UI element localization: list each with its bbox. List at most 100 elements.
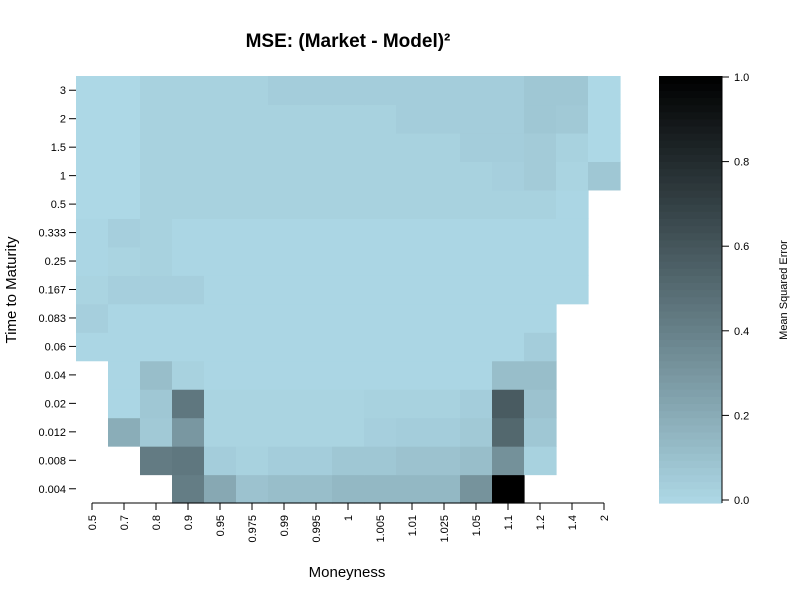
heatmap-cell <box>204 161 237 191</box>
heatmap-cell <box>524 389 557 419</box>
heatmap-cell <box>140 161 173 191</box>
heatmap-cell <box>108 332 141 362</box>
heatmap-cell <box>492 446 525 476</box>
heatmap-cell <box>204 389 237 419</box>
heatmap-cell <box>236 189 269 219</box>
colorbar-step <box>659 154 722 162</box>
y-tick-label: 0.25 <box>45 256 66 268</box>
heatmap-cell <box>460 132 493 162</box>
colorbar-step <box>659 431 722 440</box>
heatmap-cell <box>524 104 557 134</box>
x-tick-label: 1.01 <box>407 515 419 536</box>
colorbar-step <box>659 83 722 91</box>
heatmap-cell <box>492 417 525 447</box>
heatmap-cell <box>364 275 397 305</box>
heatmap-cell <box>140 246 173 276</box>
heatmap-cell <box>588 132 621 162</box>
heatmap-cell <box>204 218 237 248</box>
heatmap-cell <box>556 275 589 305</box>
heatmap-cell <box>364 246 397 276</box>
heatmap-cell <box>460 161 493 191</box>
heatmap-cell <box>492 389 525 419</box>
heatmap-cell <box>236 417 269 447</box>
heatmap-cell <box>364 332 397 362</box>
heatmap-cell <box>140 332 173 362</box>
heatmap-cell <box>556 161 589 191</box>
heatmap-cell <box>108 360 141 390</box>
colorbar-step <box>659 453 722 461</box>
heatmap-cell <box>236 218 269 248</box>
heatmap-cell <box>428 189 461 219</box>
heatmap-cell <box>300 474 333 504</box>
heatmap-cell <box>140 360 173 390</box>
y-axis: 0.004 0.008 0.012 0.02 0.04 0.06 0.083 0.167 0.2… <box>38 85 76 496</box>
heatmap-cell <box>364 132 397 162</box>
x-tick-label: 0.7 <box>119 515 131 530</box>
heatmap-cell <box>364 104 397 134</box>
heatmap-cell <box>396 446 429 476</box>
x-tick-label: 1.2 <box>535 515 547 530</box>
y-tick-label: 0.333 <box>38 228 66 240</box>
heatmap-cell <box>364 218 397 248</box>
heatmap-cell <box>236 132 269 162</box>
heatmap-cell <box>492 332 525 362</box>
heatmap-cell <box>140 275 173 305</box>
heatmap-cell <box>76 104 109 134</box>
heatmap-cell <box>396 389 429 419</box>
colorbar-step <box>659 303 722 312</box>
heatmap-cell <box>332 104 365 134</box>
heatmap-cell <box>236 446 269 476</box>
colorbar-step <box>659 225 722 234</box>
heatmap-cell <box>108 218 141 248</box>
heatmap-cell <box>524 246 557 276</box>
heatmap-cell <box>204 132 237 162</box>
colorbar-step <box>659 118 722 127</box>
colorbar-step <box>659 374 722 383</box>
heatmap-cell <box>364 446 397 476</box>
y-tick-label: 1.5 <box>51 142 66 154</box>
heatmap-cell <box>524 189 557 219</box>
heatmap-cell <box>172 446 205 476</box>
heatmap-cell <box>172 417 205 447</box>
heatmap-cell <box>492 474 525 504</box>
heatmap-cell <box>428 389 461 419</box>
heatmap-cell <box>172 389 205 419</box>
heatmap-cell <box>428 275 461 305</box>
colorbar-step <box>659 424 722 433</box>
heatmap-cell <box>428 474 461 504</box>
heatmap-cell <box>556 189 589 219</box>
heatmap-cell <box>300 446 333 476</box>
heatmap-cell <box>268 417 301 447</box>
colorbar-step <box>659 97 722 106</box>
heatmap-cell <box>332 446 365 476</box>
y-tick-label: 0.083 <box>38 313 66 325</box>
heatmap-cell <box>396 246 429 276</box>
heatmap-cell <box>172 76 205 106</box>
heatmap-cell <box>428 104 461 134</box>
colorbar-step <box>659 495 722 504</box>
heatmap-cell <box>460 76 493 106</box>
heatmap-cell <box>236 360 269 390</box>
heatmap-cell <box>268 189 301 219</box>
heatmap-cell <box>332 417 365 447</box>
colorbar-step <box>659 261 722 269</box>
heatmap-cell <box>172 161 205 191</box>
heatmap-cell <box>492 76 525 106</box>
heatmap-cell <box>108 417 141 447</box>
heatmap-cell <box>172 132 205 162</box>
heatmap-cell <box>396 275 429 305</box>
x-tick-label: 1.05 <box>471 515 483 536</box>
heatmap-cell <box>236 76 269 106</box>
heatmap-cell <box>300 218 333 248</box>
x-axis: 0.5 0.7 0.8 0.9 0.95 0.975 0.99 0.995 1 1.005 1.01… <box>87 502 611 543</box>
colorbar-step <box>659 168 722 177</box>
heatmap-cell <box>108 76 141 106</box>
heatmap-cell <box>236 474 269 504</box>
heatmap-cell <box>460 360 493 390</box>
colorbar-tick-label: 1.0 <box>734 72 749 84</box>
heatmap-cell <box>300 303 333 333</box>
heatmap-cell <box>524 218 557 248</box>
colorbar-step <box>659 211 722 219</box>
heatmap-cell <box>172 303 205 333</box>
heatmap-cell <box>556 218 589 248</box>
